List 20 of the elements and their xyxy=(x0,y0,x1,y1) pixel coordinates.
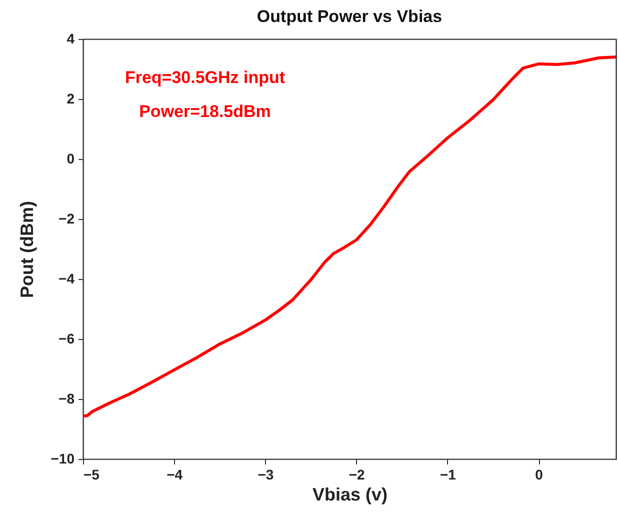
x-axis-title: Vbias (v) xyxy=(312,484,388,504)
x-tick-label: −3 xyxy=(258,466,274,482)
chart-title: Output Power vs Vbias xyxy=(256,7,442,26)
y-tick-label: −4 xyxy=(58,270,75,286)
line-series xyxy=(82,56,618,418)
x-tick-label: −2 xyxy=(348,466,366,482)
x-tick-label: −4 xyxy=(166,466,183,482)
y-tick-label: 2 xyxy=(66,90,75,106)
y-tick-label: −8 xyxy=(58,390,75,406)
y-axis-title: Pout (dBm) xyxy=(16,201,37,298)
x-tick-label: 0 xyxy=(535,466,544,482)
annotation: Freq=30.5GHz input xyxy=(124,68,286,87)
y-tick-label: −2 xyxy=(58,210,75,226)
y-tick-label: −10 xyxy=(50,450,75,466)
y-tick-label: 4 xyxy=(66,30,75,46)
y-tick-label: −6 xyxy=(58,330,75,346)
x-tick-label: −5 xyxy=(84,466,100,482)
annotation: Power=18.5dBm xyxy=(139,102,271,121)
x-tick-label: −1 xyxy=(440,466,456,482)
y-tick-label: 0 xyxy=(66,150,75,166)
